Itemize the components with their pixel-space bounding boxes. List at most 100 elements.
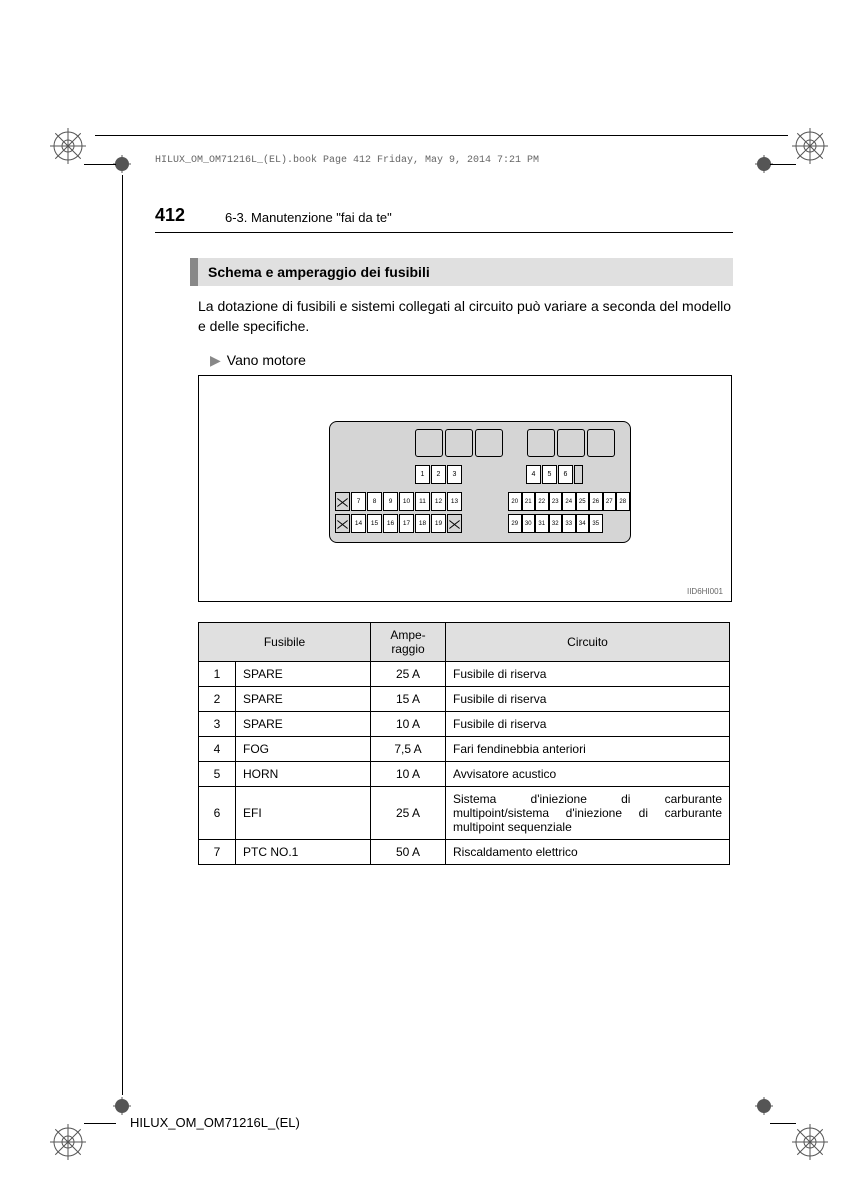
sub-heading-label: Vano motore xyxy=(227,352,306,368)
table-row: 2SPARE15 AFusibile di riserva xyxy=(199,687,730,712)
cell-amp: 50 A xyxy=(371,840,446,865)
connector xyxy=(84,1123,116,1124)
crop-dot-br xyxy=(755,1097,773,1115)
cell-amp: 25 A xyxy=(371,787,446,840)
fuse-slot: 5 xyxy=(542,465,557,484)
sub-heading: ▶ Vano motore xyxy=(210,352,306,369)
fuse-slot: 8 xyxy=(367,492,382,511)
cell-circuit: Riscaldamento elettrico xyxy=(446,840,730,865)
section-title: 6-3. Manutenzione "fai da te" xyxy=(225,210,392,225)
cell-circuit: Sistema d'iniezione di carburante multip… xyxy=(446,787,730,840)
crop-mark-br xyxy=(792,1124,828,1160)
fuse-slot: 25 xyxy=(576,492,590,511)
table-row: 5HORN10 AAvvisatore acustico xyxy=(199,762,730,787)
cell-name: FOG xyxy=(236,737,371,762)
cell-circuit: Fusibile di riserva xyxy=(446,662,730,687)
footer-text: HILUX_OM_OM71216L_(EL) xyxy=(130,1115,300,1130)
intro-text: La dotazione di fusibili e sistemi colle… xyxy=(198,296,733,337)
cell-name: PTC NO.1 xyxy=(236,840,371,865)
x-slot xyxy=(335,492,350,511)
cell-name: HORN xyxy=(236,762,371,787)
fuse-slot: 24 xyxy=(562,492,576,511)
cell-num: 4 xyxy=(199,737,236,762)
connector xyxy=(770,1123,796,1124)
fuse-slot: 15 xyxy=(367,514,382,533)
fuse-slot: 21 xyxy=(522,492,536,511)
grid: 29 30 31 32 33 34 35 xyxy=(508,514,603,533)
cell-name: SPARE xyxy=(236,712,371,737)
section-rule xyxy=(155,232,733,233)
table-row: 1SPARE25 AFusibile di riserva xyxy=(199,662,730,687)
diagram-label: IID6HI001 xyxy=(687,587,723,596)
fuse-slot: 22 xyxy=(535,492,549,511)
cell-num: 6 xyxy=(199,787,236,840)
fuse-slot: 16 xyxy=(383,514,398,533)
fuse-slot: 35 xyxy=(589,514,603,533)
large-slot xyxy=(475,429,503,457)
triangle-icon: ▶ xyxy=(210,352,221,368)
cell-num: 2 xyxy=(199,687,236,712)
connector xyxy=(84,164,116,165)
cell-circuit: Fusibile di riserva xyxy=(446,712,730,737)
fuse-slot: 11 xyxy=(415,492,430,511)
crop-dot-bl xyxy=(113,1097,131,1115)
x-slot xyxy=(447,514,462,533)
th-amp: Ampe-raggio xyxy=(371,623,446,662)
large-slot xyxy=(587,429,615,457)
large-slot xyxy=(415,429,443,457)
large-slot xyxy=(445,429,473,457)
top-row xyxy=(415,429,615,457)
large-slot xyxy=(527,429,555,457)
header-rule xyxy=(95,135,788,136)
crop-mark-tr xyxy=(792,128,828,164)
narrow-slot xyxy=(574,465,583,484)
connector xyxy=(770,164,796,165)
page-number: 412 xyxy=(155,205,185,226)
table-header-row: Fusibile Ampe-raggio Circuito xyxy=(199,623,730,662)
crop-mark-tl xyxy=(50,128,86,164)
fuse-table: Fusibile Ampe-raggio Circuito 1SPARE25 A… xyxy=(198,622,730,865)
fuse-slot: 32 xyxy=(549,514,563,533)
fuse-slot: 2 xyxy=(431,465,446,484)
fuse-slot: 6 xyxy=(558,465,573,484)
th-fuse: Fusibile xyxy=(199,623,371,662)
fuse-slot: 26 xyxy=(589,492,603,511)
fuse-slot: 14 xyxy=(351,514,366,533)
th-circuit: Circuito xyxy=(446,623,730,662)
fuse-slot: 31 xyxy=(535,514,549,533)
heading: Schema e amperaggio dei fusibili xyxy=(190,258,733,286)
cell-amp: 25 A xyxy=(371,662,446,687)
fuse-slot: 28 xyxy=(616,492,630,511)
cell-name: SPARE xyxy=(236,662,371,687)
table-row: 3SPARE10 AFusibile di riserva xyxy=(199,712,730,737)
fuse-slot: 23 xyxy=(549,492,563,511)
x-slot xyxy=(335,514,350,533)
cell-circuit: Fari fendinebbia anteriori xyxy=(446,737,730,762)
cell-circuit: Fusibile di riserva xyxy=(446,687,730,712)
fuse-slot: 7 xyxy=(351,492,366,511)
large-slot xyxy=(557,429,585,457)
fuse-slot: 29 xyxy=(508,514,522,533)
table-row: 4FOG7,5 AFari fendinebbia anteriori xyxy=(199,737,730,762)
cell-num: 5 xyxy=(199,762,236,787)
cell-num: 3 xyxy=(199,712,236,737)
fuse-slot: 4 xyxy=(526,465,541,484)
crop-mark-bl xyxy=(50,1124,86,1160)
cell-amp: 10 A xyxy=(371,762,446,787)
table-row: 6EFI25 ASistema d'iniezione di carburant… xyxy=(199,787,730,840)
table-row: 7PTC NO.150 ARiscaldamento elettrico xyxy=(199,840,730,865)
cell-amp: 10 A xyxy=(371,712,446,737)
fuse-slot: 20 xyxy=(508,492,522,511)
fuse-slot: 1 xyxy=(415,465,430,484)
fuse-slot: 19 xyxy=(431,514,446,533)
cell-name: EFI xyxy=(236,787,371,840)
mid-row: 1 2 3 4 5 6 xyxy=(415,465,583,484)
file-info: HILUX_OM_OM71216L_(EL).book Page 412 Fri… xyxy=(155,155,539,166)
fusebox-diagram: 1 2 3 4 5 6 7 8 9 10 11 12 13 20 21 22 2… xyxy=(329,421,631,543)
grid: 20 21 22 23 24 25 26 27 28 xyxy=(508,492,630,511)
cell-amp: 7,5 A xyxy=(371,737,446,762)
cell-name: SPARE xyxy=(236,687,371,712)
connector xyxy=(122,175,123,1095)
cell-num: 1 xyxy=(199,662,236,687)
cell-num: 7 xyxy=(199,840,236,865)
